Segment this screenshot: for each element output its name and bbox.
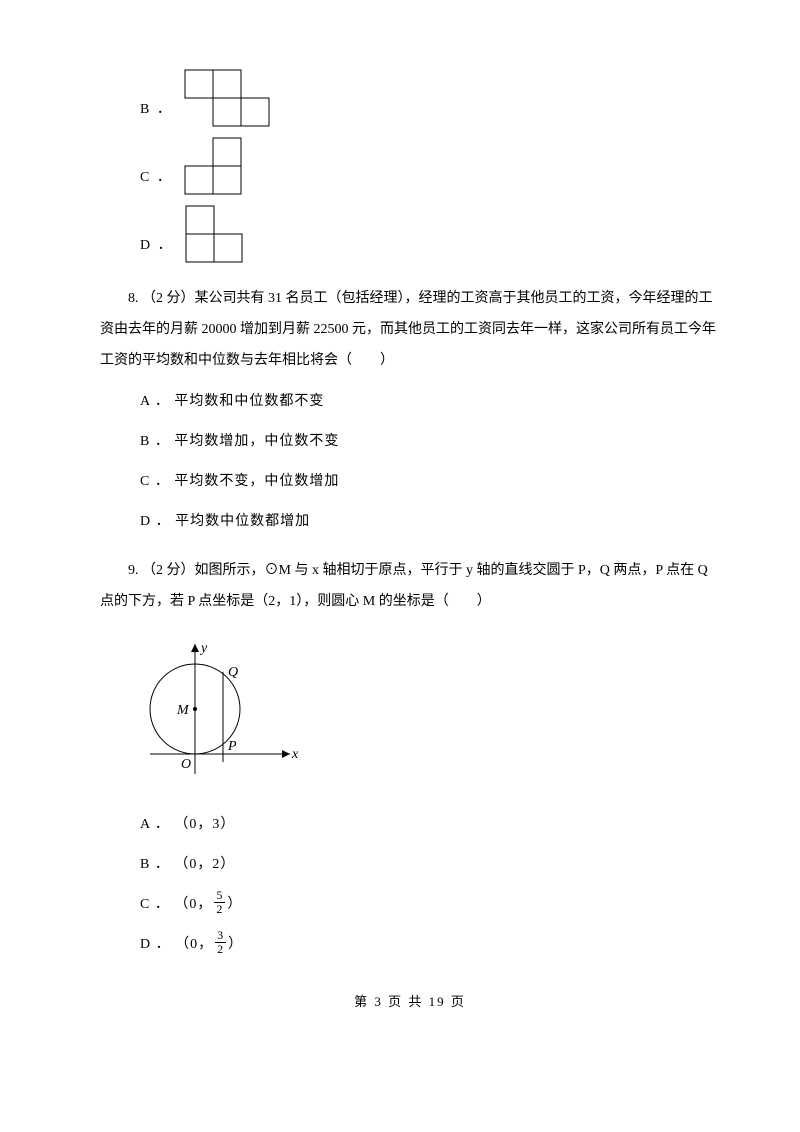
page-footer: 第 3 页 共 19 页 [100,989,720,1015]
q8-option-b: B ． 平均数增加，中位数不变 [140,428,720,456]
shape-d [184,204,246,264]
q9-c-prefix: C ． （0， [140,897,212,912]
shape-c [183,136,245,196]
q9-text: 9. （2 分）如图所示，⊙M 与 x 轴相切于原点，平行于 y 轴的直线交圆于… [100,556,720,618]
q8-option-c: C ． 平均数不变，中位数增加 [140,468,720,496]
svg-text:O: O [181,757,191,772]
q9-diagram: y x M Q P O [140,634,720,795]
svg-text:y: y [199,641,208,656]
circle-diagram: y x M Q P O [140,634,310,784]
q7-option-c: C ． [140,136,720,196]
q9-option-d: D ． （0，32） [140,931,720,959]
option-label-b: B ． [140,96,173,128]
q8-option-d: D ． 平均数中位数都增加 [140,508,720,536]
shape-b [183,68,273,128]
option-label-c: C ． [140,164,173,196]
q9-option-b: B ． （0，2） [140,851,720,879]
q9-option-c: C ． （0，52） [140,891,720,919]
svg-text:M: M [176,703,190,718]
q8-option-a: A ． 平均数和中位数都不变 [140,388,720,416]
q8-text: 8. （2 分）某公司共有 31 名员工（包括经理），经理的工资高于其他员工的工… [100,284,720,376]
q9-d-suffix: ） [228,937,243,952]
svg-text:P: P [227,739,237,754]
svg-text:x: x [291,747,299,762]
option-label-d: D ． [140,232,174,264]
q7-option-b: B ． [140,68,720,128]
q7-option-d: D ． [140,204,720,264]
fraction-5-2: 52 [214,889,225,916]
fraction-3-2: 32 [215,929,226,956]
svg-text:Q: Q [228,665,238,680]
q9-d-prefix: D ． （0， [140,937,213,952]
q9-c-suffix: ） [227,897,242,912]
q9-option-a: A ． （0，3） [140,811,720,839]
